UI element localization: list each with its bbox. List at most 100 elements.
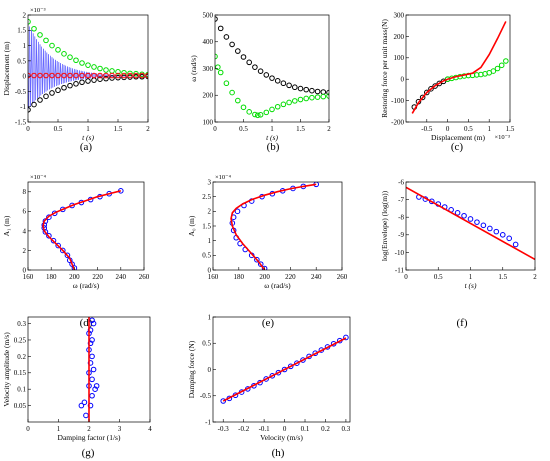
y-tick-label: 8 bbox=[23, 188, 27, 196]
y-tick-label: 0.3 bbox=[17, 320, 26, 328]
series-1-point bbox=[286, 99, 292, 106]
series-0-point bbox=[424, 89, 430, 96]
series-0-point bbox=[280, 80, 287, 87]
x-axis-label: Damping factor (1/s) bbox=[58, 433, 121, 442]
panel-label: (f) bbox=[457, 317, 468, 329]
y-tick-label: -1.5 bbox=[15, 118, 27, 126]
panel-label: (e) bbox=[262, 317, 275, 329]
series-0-point bbox=[309, 87, 315, 94]
series-1-point bbox=[292, 98, 298, 104]
y-tick-label: 400 bbox=[203, 38, 214, 46]
series-0-point bbox=[79, 60, 85, 66]
x-axis-label: Displacement (m) bbox=[431, 133, 485, 142]
y-tick-label: 0.2 bbox=[17, 353, 26, 361]
series-0-point bbox=[220, 398, 227, 404]
y-tick-label: 2 bbox=[23, 11, 27, 19]
series-0-point bbox=[292, 84, 298, 91]
series-1-point bbox=[269, 106, 275, 113]
x-tick-label: 240 bbox=[116, 273, 127, 281]
series-2-point bbox=[55, 72, 61, 79]
series-1-point bbox=[274, 103, 281, 110]
y-tick-label: 0 bbox=[208, 366, 212, 374]
x-tick-label: 2 bbox=[327, 125, 331, 133]
series-0-point bbox=[103, 67, 109, 73]
series-1-line bbox=[42, 190, 121, 270]
series-1-point bbox=[498, 62, 505, 69]
series-0-point bbox=[97, 65, 103, 72]
y-tick-label: 100 bbox=[394, 54, 405, 62]
chart-a: 0 0.5 1 1.5 2-1.5-1-0.500.511.52×10⁻³t (s)Di… bbox=[2, 7, 150, 153]
series-1-point bbox=[85, 78, 91, 84]
series-1-point bbox=[121, 74, 127, 81]
x-tick-label: 2 bbox=[146, 125, 150, 133]
series-1-point bbox=[490, 68, 497, 74]
series-1-point bbox=[97, 76, 103, 82]
series-1-point bbox=[252, 111, 258, 118]
y-tick-label: -0.5 bbox=[200, 392, 212, 400]
series-0-point bbox=[493, 228, 500, 235]
series-0-point bbox=[487, 225, 493, 232]
x-tick-label: 0.1 bbox=[301, 425, 310, 433]
series-0-point bbox=[234, 208, 241, 215]
x-tick-label: 0 bbox=[283, 425, 287, 433]
series-1-point bbox=[79, 79, 85, 86]
y-axis-label: A₀ (m) bbox=[187, 215, 196, 236]
series-0-point bbox=[454, 210, 461, 216]
axes-box bbox=[212, 316, 351, 423]
series-0-point bbox=[90, 320, 97, 327]
x-tick-label: 0 bbox=[404, 273, 408, 281]
series-0-point bbox=[343, 334, 349, 341]
series-1-point bbox=[235, 97, 241, 104]
y-tick-label: 0.15 bbox=[14, 369, 27, 377]
plot-area bbox=[411, 21, 509, 114]
series-0-point bbox=[223, 34, 230, 40]
series-1-point bbox=[217, 69, 224, 76]
x-tick-label: 0.5 bbox=[464, 125, 473, 133]
panel-label: (c) bbox=[451, 141, 464, 153]
series-1-point bbox=[103, 75, 109, 82]
series-2-point bbox=[91, 72, 97, 79]
y-multiplier: ×10⁻⁴ bbox=[30, 174, 47, 181]
series-0-point bbox=[89, 392, 95, 399]
y-tick-label: 1 bbox=[208, 313, 212, 321]
series-0-point bbox=[31, 25, 37, 32]
series-0-point bbox=[419, 94, 426, 101]
x-tick-label: 0 bbox=[26, 125, 30, 133]
plot-area bbox=[229, 182, 319, 270]
y-tick-label: 6 bbox=[23, 208, 27, 216]
y-tick-label: 1.5 bbox=[202, 222, 211, 230]
series-1-point bbox=[67, 82, 73, 89]
x-tick-label: 260 bbox=[139, 273, 150, 281]
x-tick-label: -0.3 bbox=[218, 425, 230, 433]
series-0-point bbox=[83, 412, 89, 419]
y-tick-label: 300 bbox=[394, 11, 405, 19]
series-0-point bbox=[46, 232, 52, 239]
series-0-point bbox=[428, 86, 434, 92]
x-tick-label: 0.5 bbox=[434, 273, 443, 281]
y-tick-label: 300 bbox=[203, 65, 214, 73]
panel-label: (a) bbox=[80, 141, 93, 153]
y-tick-label: -0.5 bbox=[15, 88, 27, 96]
series-1-point bbox=[73, 80, 79, 87]
series-0-point bbox=[320, 89, 327, 95]
series-2-point bbox=[133, 72, 139, 79]
plot-area bbox=[406, 186, 535, 261]
series-2-line bbox=[411, 21, 507, 114]
y-tick-label: 0.25 bbox=[14, 336, 27, 344]
plot-area bbox=[28, 18, 148, 113]
x-tick-label: 160 bbox=[208, 273, 219, 281]
series-0-point bbox=[269, 75, 275, 81]
chart-d: 160 180 200 220 240 260 0 2 4 6 8×10⁻⁴ ω (rad/s) A₁ … bbox=[2, 174, 150, 329]
series-0-point bbox=[61, 51, 67, 57]
series-0-point bbox=[109, 68, 115, 74]
series-1-point bbox=[49, 90, 55, 96]
y-tick-label: -9 bbox=[398, 231, 404, 239]
series-1-point bbox=[320, 93, 327, 100]
series-1-point bbox=[280, 101, 287, 108]
series-0-point bbox=[43, 37, 49, 44]
y-tick-label: 4 bbox=[23, 227, 27, 235]
x-axis-label: ω (rad/s) bbox=[73, 281, 100, 290]
series-0-point bbox=[78, 402, 85, 409]
x-tick-label: -0.5 bbox=[421, 125, 433, 133]
